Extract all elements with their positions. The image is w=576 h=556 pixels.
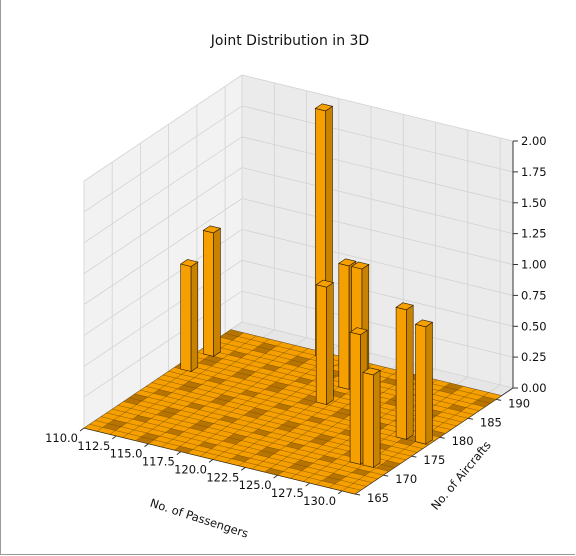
bar-side-face <box>406 304 414 440</box>
y-tick-label: 170 <box>395 472 417 486</box>
z-tick-label: 0.00 <box>521 381 547 395</box>
chart-title: Joint Distribution in 3D <box>210 33 369 49</box>
bar-front-face <box>362 372 374 468</box>
z-grid-line-left <box>83 136 243 244</box>
x-tick-mark <box>79 427 85 432</box>
bar-top-face <box>314 103 334 112</box>
x-tick-label: 112.5 <box>77 439 110 453</box>
x-tick-label: 130.0 <box>303 494 336 508</box>
bar-side-face <box>326 282 334 406</box>
z-tick-label: 2.00 <box>521 134 547 148</box>
z-tick-label: 0.25 <box>521 350 547 364</box>
bar-front-face <box>415 323 427 445</box>
z-grid-line-left <box>83 167 243 274</box>
z-grid-line-back <box>241 136 514 204</box>
z-grid-line-left <box>83 105 243 213</box>
y-tick-label: 190 <box>508 396 530 410</box>
z-tick-label: 1.25 <box>521 227 547 241</box>
z-grid-line-back <box>241 321 514 389</box>
z-grid-line-left <box>83 74 243 182</box>
x-tick-label: 122.5 <box>206 470 239 484</box>
bar-top-face <box>202 225 222 234</box>
x-axis-label: No. of Passengers <box>148 496 250 541</box>
bar <box>202 225 222 357</box>
y-axis-label: No. of Aircrafts <box>428 438 494 512</box>
bar <box>362 367 381 469</box>
bar <box>414 319 434 445</box>
x-tick-mark <box>337 490 343 495</box>
x-tick-label: 125.0 <box>239 478 272 492</box>
bar-front-face <box>315 284 327 405</box>
bar-front-face <box>395 306 407 440</box>
y-tick-label: 165 <box>367 491 389 505</box>
y-tick-mark <box>354 493 361 496</box>
x-tick-label: 117.5 <box>142 455 175 469</box>
floor-cell <box>482 392 503 400</box>
bar-top-face <box>349 327 368 336</box>
z-grid-line-back <box>241 167 514 234</box>
z-grid-line-back <box>241 229 514 296</box>
x-tick-label: 110.0 <box>45 431 78 445</box>
z-tick-label: 1.75 <box>521 165 547 179</box>
x-tick-label: 120.0 <box>174 462 207 476</box>
bar-front-face <box>203 230 214 357</box>
bar-top-face <box>395 302 414 311</box>
bar-side-face <box>190 261 199 373</box>
z-grid-line-back <box>241 198 514 265</box>
z-tick-label: 1.50 <box>521 196 547 210</box>
z-grid-line-back <box>241 259 514 327</box>
y-tick-label: 180 <box>452 434 474 448</box>
bar-front-face <box>338 263 350 390</box>
bar-front-face <box>180 263 192 372</box>
bar <box>179 259 199 373</box>
bars <box>179 103 434 469</box>
x-tick-mark <box>144 443 149 448</box>
y-tick-mark <box>383 474 389 477</box>
bar-top-face <box>338 258 357 267</box>
bar-top-face <box>362 367 381 376</box>
bar-front-face <box>349 331 361 465</box>
y-tick-mark <box>439 436 445 439</box>
x-tick-mark <box>305 482 311 487</box>
y-tick-label: 185 <box>480 415 502 429</box>
x-tick-mark <box>208 458 214 463</box>
x-tick-label: 115.0 <box>110 447 143 461</box>
x-tick-label: 127.5 <box>271 486 304 500</box>
y-tick-label: 175 <box>423 453 445 467</box>
z-grid-line-left <box>83 198 243 305</box>
bar <box>395 302 414 440</box>
y-tick-mark <box>496 398 502 401</box>
x-tick-mark <box>273 474 278 479</box>
bar-top-face <box>179 259 199 267</box>
bar-side-face <box>425 321 433 445</box>
bar <box>315 279 335 406</box>
x-tick-mark <box>112 435 117 440</box>
bar-side-face <box>213 227 221 357</box>
bar <box>349 327 368 465</box>
z-tick-label: 1.00 <box>521 258 547 272</box>
y-tick-mark <box>411 455 417 458</box>
z-grid-line-back <box>241 105 514 173</box>
z-grid-line-back <box>241 290 514 358</box>
bar-top-face <box>414 319 434 328</box>
bar-side-face <box>373 369 381 469</box>
bar-top-face <box>315 279 335 288</box>
tick-labels: 110.0112.5115.0117.5120.0122.5125.0127.5… <box>45 134 547 508</box>
x-tick-mark <box>176 451 182 456</box>
y-tick-mark <box>467 417 473 420</box>
z-tick-label: 0.50 <box>521 319 547 333</box>
x-tick-mark <box>241 466 246 471</box>
z-tick-label: 0.75 <box>521 288 547 302</box>
bar-top-face <box>350 261 370 270</box>
z-grid-line-back <box>241 74 514 142</box>
